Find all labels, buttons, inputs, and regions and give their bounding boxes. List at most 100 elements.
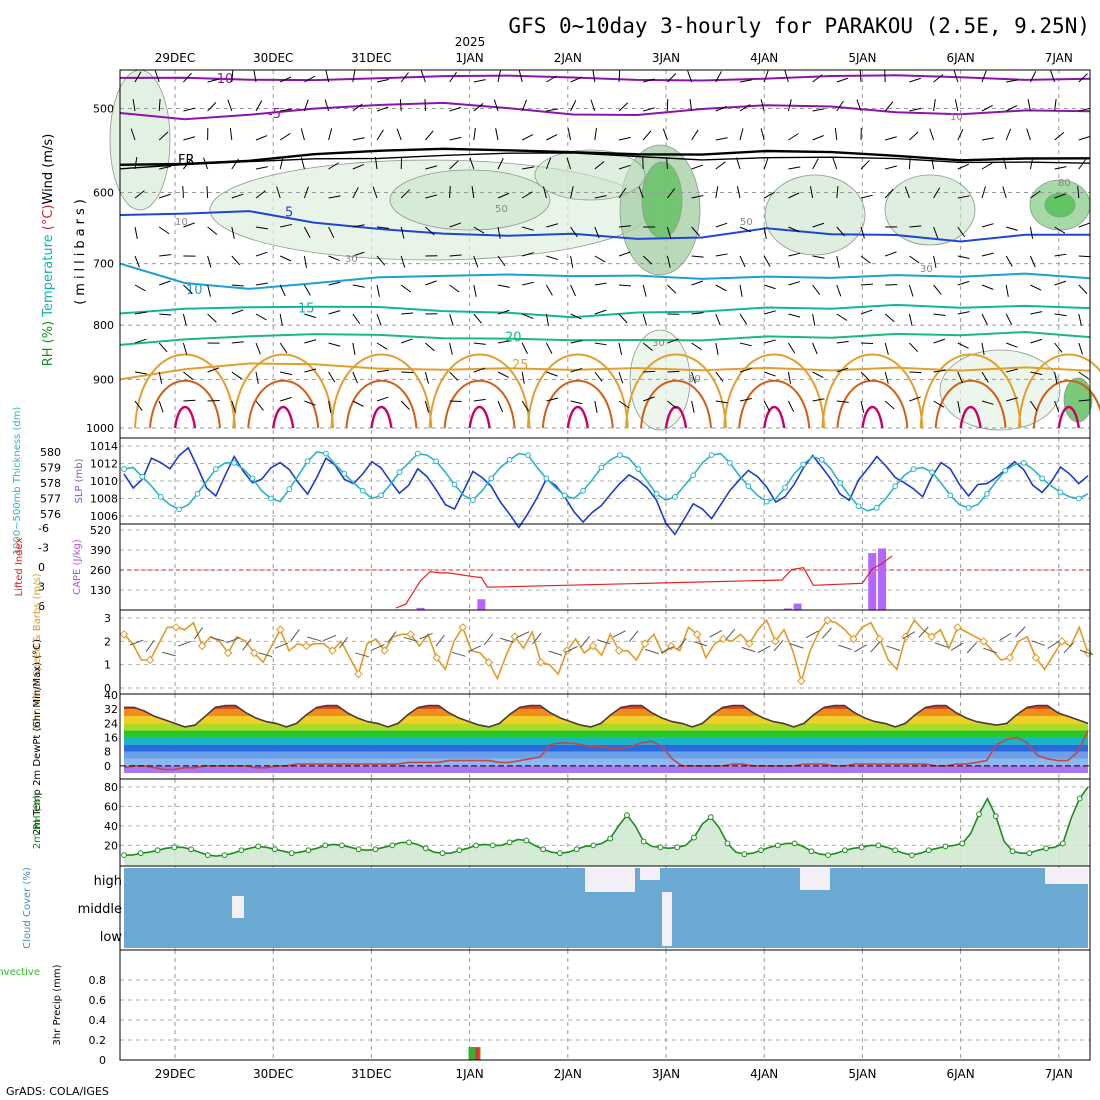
wind-barb bbox=[516, 631, 530, 639]
top-date-label: 30DEC bbox=[253, 51, 293, 65]
wind-barb bbox=[521, 342, 528, 354]
wind-barb bbox=[739, 367, 752, 373]
wind-barb bbox=[352, 103, 363, 112]
wind-barb bbox=[908, 156, 911, 170]
wind-barb bbox=[231, 158, 239, 170]
wind-tick-label: 1 bbox=[104, 659, 111, 672]
panel-border bbox=[119, 609, 1091, 695]
wind-barb bbox=[469, 157, 475, 170]
wind-barb bbox=[449, 185, 451, 199]
wind-barb bbox=[304, 368, 317, 373]
wind-barb bbox=[328, 400, 332, 413]
wind-barb bbox=[741, 646, 756, 653]
wind-barb bbox=[677, 638, 687, 650]
wind-barb bbox=[162, 651, 176, 657]
wind-barb bbox=[1005, 284, 1009, 297]
wind-barb bbox=[132, 99, 136, 112]
isotherm-label: 25 bbox=[512, 358, 529, 373]
thickness-line-point bbox=[727, 459, 733, 466]
rh-line-point bbox=[875, 842, 882, 849]
wind-barb bbox=[981, 342, 985, 355]
wind-barb bbox=[1054, 99, 1057, 112]
top-year-label: 2025 bbox=[455, 35, 486, 49]
li-tick-label: 0 bbox=[38, 561, 45, 574]
wind-barb bbox=[279, 76, 292, 83]
rh-line-point bbox=[305, 847, 312, 854]
wind-barb bbox=[545, 342, 553, 354]
thickness-line-point bbox=[818, 456, 825, 463]
wind-barb bbox=[207, 399, 220, 402]
wind-barb bbox=[966, 642, 978, 654]
wind-speed-point bbox=[953, 623, 962, 632]
wind-barb bbox=[834, 128, 838, 141]
wind-barb bbox=[231, 400, 237, 413]
wind-barb bbox=[159, 313, 172, 316]
thickness-line-point bbox=[653, 490, 660, 497]
wind-barb bbox=[933, 369, 946, 373]
wind-barb bbox=[546, 255, 559, 261]
wind-barb bbox=[812, 158, 819, 170]
top-date-label: 6JAN bbox=[947, 51, 975, 65]
thickness-line-point bbox=[396, 469, 403, 476]
thickness-line-point bbox=[873, 504, 880, 511]
cape-tick-label: 390 bbox=[90, 544, 111, 557]
thickness-tick-label: 576 bbox=[40, 508, 61, 521]
precip-total-label: Total / Rain / Convective bbox=[0, 967, 40, 978]
wind-barb bbox=[207, 255, 212, 268]
thickness-line-point bbox=[139, 473, 146, 480]
temp-ylabel: 2m Temp 2m DewPt (6hr Min/Max) (°C) bbox=[32, 639, 43, 835]
wind-barb bbox=[1054, 371, 1058, 384]
wind-barb bbox=[374, 157, 378, 170]
wind-barb bbox=[859, 69, 862, 83]
thickness-line-point bbox=[635, 466, 642, 472]
wind-barb bbox=[376, 369, 389, 373]
wind-barb bbox=[522, 313, 534, 319]
thickness-line-point bbox=[745, 483, 752, 490]
rh-line-point bbox=[339, 842, 345, 849]
wind-barb bbox=[812, 255, 825, 259]
wind-barb bbox=[715, 106, 728, 112]
wind-barb bbox=[1078, 371, 1089, 380]
rh-line-point bbox=[556, 850, 563, 857]
cape-tick-label: 520 bbox=[90, 524, 111, 537]
wind-barb bbox=[788, 313, 801, 318]
wind-barb bbox=[764, 284, 776, 290]
wind-barb bbox=[739, 313, 747, 325]
wind-speed-point bbox=[458, 623, 467, 632]
rh-tick-label: 80 bbox=[104, 781, 118, 794]
isotherm-line bbox=[119, 210, 1091, 243]
precip-tick-label: 0.2 bbox=[89, 1034, 107, 1047]
wind-barb bbox=[449, 400, 462, 403]
bottom-date-label: 29DEC bbox=[155, 1067, 195, 1081]
wind-barb bbox=[134, 400, 143, 411]
wind-barb bbox=[159, 165, 172, 170]
wind-barb bbox=[933, 313, 946, 317]
wind-barb bbox=[280, 223, 293, 228]
thickness-tick-label: 579 bbox=[40, 462, 61, 475]
wind-barb bbox=[594, 255, 606, 263]
wind-speed-point bbox=[510, 632, 520, 641]
li-tick-label: 6 bbox=[38, 600, 45, 613]
wind-barb bbox=[764, 310, 776, 315]
wind-barb bbox=[884, 371, 889, 384]
wind-speed-point bbox=[1031, 653, 1041, 662]
wind-barb bbox=[473, 103, 484, 112]
rh-line-point bbox=[456, 847, 463, 854]
isotherm-loop-25 bbox=[1017, 353, 1100, 429]
wind-barb bbox=[666, 255, 671, 268]
wind-barb bbox=[400, 226, 405, 239]
slp-tick-label: 1012 bbox=[90, 458, 118, 471]
wind-speed-point bbox=[614, 646, 624, 655]
wind-barb bbox=[1005, 313, 1013, 325]
wind-barb bbox=[303, 284, 311, 296]
wind-barb bbox=[401, 312, 414, 315]
isotherm-line bbox=[119, 74, 1091, 82]
wind-barb bbox=[934, 642, 949, 648]
top-date-label: 29DEC bbox=[155, 51, 195, 65]
wind-barb bbox=[909, 107, 922, 112]
pressure-tick-label: 900 bbox=[93, 373, 114, 386]
isotherm-loop-30 bbox=[738, 379, 811, 429]
wind-barb bbox=[400, 400, 410, 410]
wind-barb bbox=[715, 137, 728, 141]
wind-barb bbox=[449, 71, 457, 83]
